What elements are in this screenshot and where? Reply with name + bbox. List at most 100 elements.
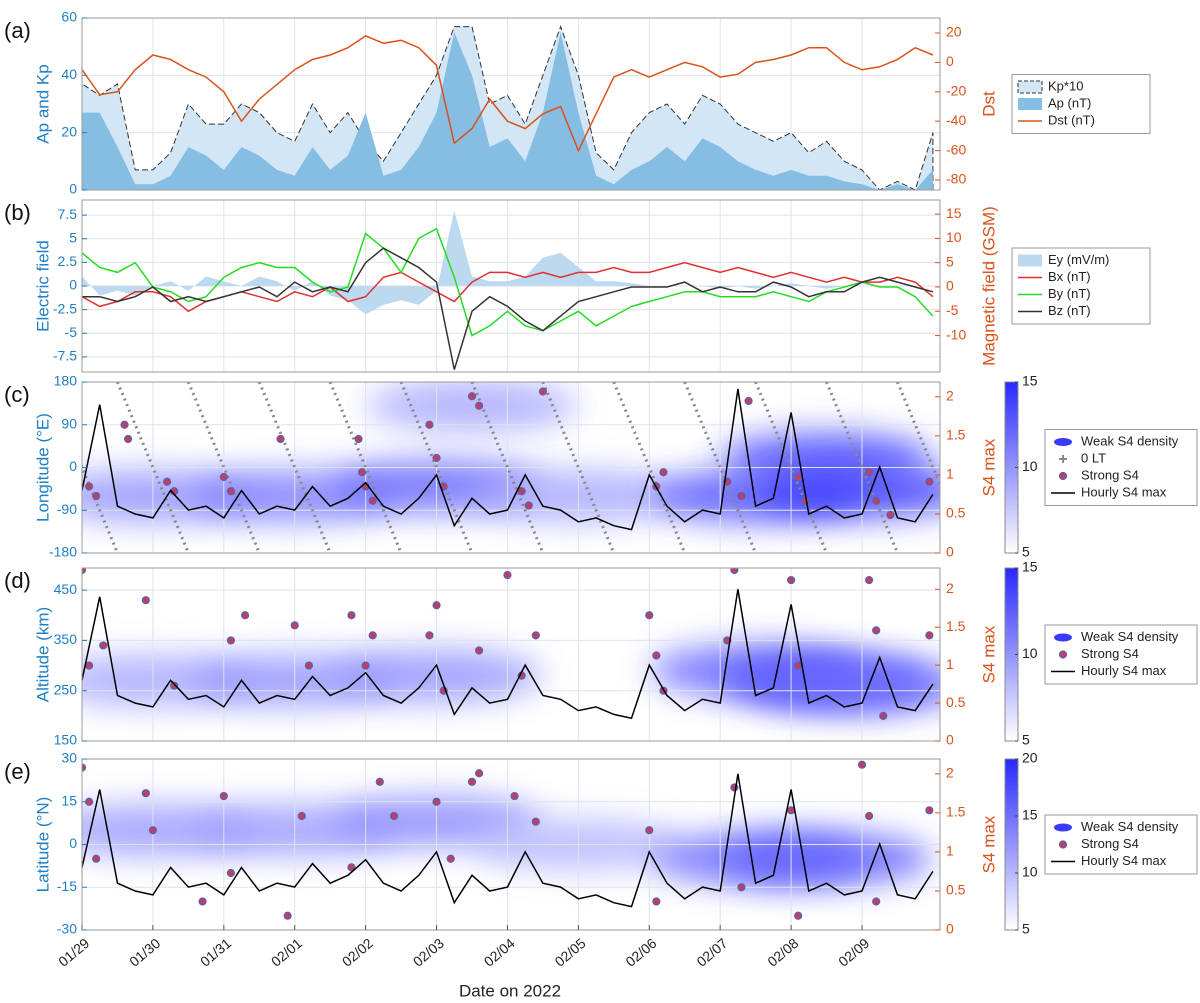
strong-s4-point xyxy=(432,453,441,463)
x-tick-label: 01/29 xyxy=(55,935,92,970)
strong-s4-point xyxy=(347,863,356,872)
line xyxy=(82,773,934,908)
x-tick-label: 02/08 xyxy=(764,935,801,970)
legend-swatch xyxy=(1018,98,1042,110)
y2-tick-label: 1.5 xyxy=(946,804,966,820)
colorbar-tick-label: 10 xyxy=(1022,864,1038,880)
strong-s4-point xyxy=(872,897,881,906)
y-axis-label: Electric field xyxy=(33,240,52,332)
legend-label: Weak S4 density xyxy=(1081,433,1179,448)
density-blob xyxy=(721,832,932,885)
strong-s4-point xyxy=(92,854,101,863)
legend-label: By (nT) xyxy=(1048,286,1091,301)
y2-tick-label: 0 xyxy=(946,278,954,294)
strong-s4-point xyxy=(148,826,158,835)
colorbar-tick-label: 20 xyxy=(1022,750,1038,766)
strong-s4-point xyxy=(645,611,654,620)
legend-swatch xyxy=(1058,650,1068,659)
strong-s4-point xyxy=(659,468,668,477)
line xyxy=(82,35,934,153)
strong-s4-point xyxy=(467,392,477,401)
strong-s4-point xyxy=(474,646,484,655)
line xyxy=(82,247,934,370)
legend-swatch xyxy=(1017,80,1043,94)
y-tick-label: 30 xyxy=(61,750,77,766)
panel-label: (b) xyxy=(4,200,31,225)
strong-s4-point xyxy=(872,626,881,635)
line xyxy=(82,388,934,531)
colorbar-tick-label: 15 xyxy=(1022,807,1038,823)
strong-s4-point xyxy=(794,661,803,670)
x-tick-label: 02/04 xyxy=(481,935,518,970)
strong-s4-point xyxy=(925,477,934,486)
y2-tick-label: 0.5 xyxy=(946,505,966,521)
strong-s4-point xyxy=(864,811,874,821)
colorbar-tick-label: 10 xyxy=(1022,458,1038,474)
line xyxy=(82,227,934,337)
strong-s4-point xyxy=(652,897,661,906)
y2-tick-label: 1 xyxy=(946,656,954,672)
legend-label: Strong S4 xyxy=(1081,836,1139,851)
y2-tick-label: 0 xyxy=(946,53,954,69)
y-tick-label: 2.5 xyxy=(58,253,78,269)
legend-swatch xyxy=(1058,840,1068,849)
legend-label: Strong S4 xyxy=(1081,646,1139,661)
y-axis-label: Longitude (°E) xyxy=(33,413,52,522)
y2-tick-label: -20 xyxy=(946,83,966,99)
strong-s4-point xyxy=(92,491,101,501)
y2-tick-label: -10 xyxy=(946,326,966,342)
legend-swatch xyxy=(1058,471,1068,481)
plot-layer xyxy=(82,382,940,553)
y2-tick-label: 0 xyxy=(946,544,954,560)
y-tick-label: 150 xyxy=(54,732,78,748)
strong-s4-point xyxy=(857,760,867,769)
strong-s4-point xyxy=(864,575,874,585)
y-tick-label: 60 xyxy=(61,9,77,25)
strong-s4-point xyxy=(432,601,441,610)
y2-tick-label: 0 xyxy=(946,921,954,937)
y2-tick-label: 0.5 xyxy=(946,694,966,710)
legend-label: Weak S4 density xyxy=(1081,819,1179,834)
strong-s4-point xyxy=(141,596,150,605)
area xyxy=(82,210,933,315)
legend-label: Hourly S4 max xyxy=(1081,484,1167,499)
strong-s4-point xyxy=(425,420,434,429)
strong-s4-point xyxy=(925,631,934,640)
strong-s4-point xyxy=(347,611,356,620)
legend-label: Weak S4 density xyxy=(1081,629,1179,644)
legend-box xyxy=(1044,814,1198,875)
y-tick-label: -90 xyxy=(57,501,77,517)
y2-tick-label: 0.5 xyxy=(946,882,966,898)
strong-s4-point xyxy=(375,777,384,786)
colorbar-tick-label: 5 xyxy=(1022,544,1030,560)
y-axis-label: Latitude (°N) xyxy=(33,797,52,893)
strong-s4-point xyxy=(368,631,377,640)
y2-tick-label: 2 xyxy=(946,388,954,404)
x-axis-label: Date on 2022 xyxy=(459,981,561,1000)
x-tick-label: 02/07 xyxy=(693,935,730,970)
y2-axis-label: Magnetic field (GSM) xyxy=(979,206,998,366)
strong-s4-point xyxy=(474,401,484,410)
strong-s4-point xyxy=(162,477,172,486)
y2-tick-label: 1 xyxy=(946,843,954,859)
strong-s4-point xyxy=(226,487,236,496)
plot-layer xyxy=(82,759,940,930)
y-tick-label: 5 xyxy=(69,229,77,245)
legend-label: 0 LT xyxy=(1081,450,1106,465)
strong-s4-point xyxy=(389,811,399,821)
strong-s4-point xyxy=(84,482,94,491)
legend-swatch xyxy=(1054,823,1072,832)
legend-label: Bx (nT) xyxy=(1048,269,1091,284)
y2-tick-label: -60 xyxy=(946,141,966,157)
y2-tick-label: 1.5 xyxy=(946,427,966,443)
strong-s4-point xyxy=(744,396,753,406)
x-tick-label: 02/02 xyxy=(339,935,376,970)
strong-s4-point xyxy=(432,797,441,806)
y-tick-label: -30 xyxy=(57,921,77,937)
strong-s4-point xyxy=(120,420,129,429)
y-tick-label: -15 xyxy=(57,878,77,894)
strong-s4-point xyxy=(737,491,746,501)
y2-tick-label: 20 xyxy=(946,24,962,40)
strong-s4-point xyxy=(879,711,888,720)
